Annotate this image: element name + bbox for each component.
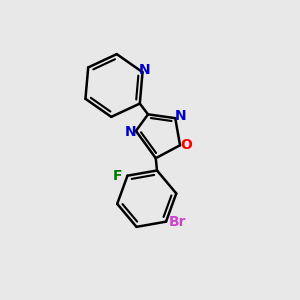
Text: N: N bbox=[125, 125, 136, 140]
Text: N: N bbox=[175, 109, 187, 123]
Text: O: O bbox=[181, 138, 193, 152]
Text: F: F bbox=[113, 169, 123, 183]
Text: Br: Br bbox=[169, 215, 186, 229]
Text: N: N bbox=[139, 63, 151, 77]
